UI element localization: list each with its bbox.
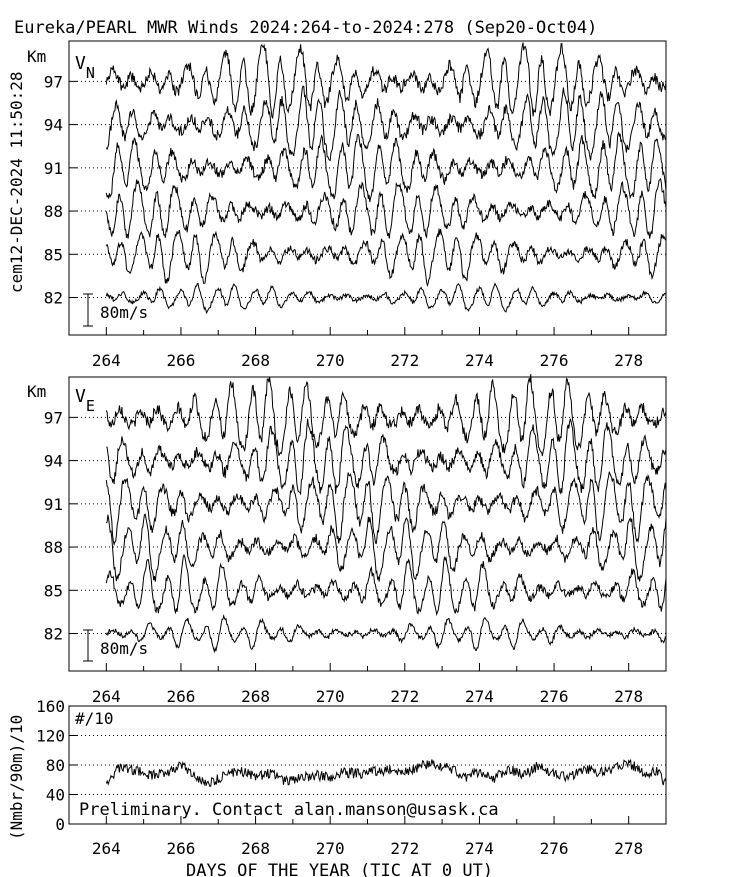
y-tick-label: 80 xyxy=(46,756,65,775)
panel-east: Km VE 82 85 88 91 94 97 80m/s 264 266 268 270 272… xyxy=(27,374,667,706)
y-tick-label: 160 xyxy=(36,697,65,716)
x-tick-label: 266 xyxy=(166,351,195,370)
wind-trace xyxy=(105,178,667,239)
x-tick-label: 268 xyxy=(241,351,270,370)
y-tick-label: 40 xyxy=(46,786,65,805)
panel-east-unit: Km xyxy=(27,382,46,401)
panel-north-unit: Km xyxy=(27,47,46,66)
panel-north-component-sub: N xyxy=(86,64,95,82)
x-tick-label: 264 xyxy=(92,839,121,858)
x-tick-label: 274 xyxy=(465,839,494,858)
wind-trace xyxy=(106,418,667,496)
y-tick-label: 120 xyxy=(36,727,65,746)
panel-counts-ylabel: (Nmbr/90m)/10 xyxy=(7,715,26,840)
x-tick-label: 270 xyxy=(316,351,345,370)
panel-north-component-letter: V xyxy=(75,53,86,74)
panel-east-yticks: 82 85 88 91 94 97 xyxy=(44,408,666,644)
wind-trace xyxy=(105,614,667,654)
panel-counts-yticks: 0 40 80 120 160 xyxy=(36,697,77,834)
wind-trace xyxy=(105,553,667,617)
wind-trace xyxy=(105,471,667,547)
x-tick-label: 268 xyxy=(241,687,270,706)
y-tick-label: 97 xyxy=(44,72,63,91)
panel-counts-label: #/10 xyxy=(75,709,114,728)
x-tick-label: 270 xyxy=(316,839,345,858)
figure-title: Eureka/PEARL MWR Winds 2024:264-to-2024:… xyxy=(14,18,597,38)
panel-counts-grid xyxy=(77,735,666,795)
panel-north: Km VN 82 85 88 91 94 97 80m/s 264 266 268 270 272… xyxy=(27,40,667,370)
wind-trace xyxy=(105,282,667,315)
x-axis-label: DAYS OF THE YEAR (TIC AT 0 UT) xyxy=(186,861,493,877)
y-tick-label: 94 xyxy=(44,452,63,471)
x-tick-label: 264 xyxy=(92,687,121,706)
panel-north-xticks: 264 266 268 270 272 274 276 278 xyxy=(68,327,667,370)
x-tick-label: 276 xyxy=(540,687,569,706)
x-tick-label: 278 xyxy=(614,839,643,858)
x-tick-label: 270 xyxy=(316,687,345,706)
x-tick-label: 272 xyxy=(390,839,419,858)
panel-north-traces xyxy=(105,42,667,315)
panel-east-traces xyxy=(105,374,667,654)
footer-note: Preliminary. Contact alan.manson@usask.c… xyxy=(79,800,499,820)
panel-east-component-sub: E xyxy=(86,397,95,415)
panel-north-scalebar: 80m/s xyxy=(83,293,148,327)
x-tick-label: 276 xyxy=(540,839,569,858)
y-tick-label: 82 xyxy=(44,289,63,308)
y-tick-label: 85 xyxy=(44,581,63,600)
y-tick-label: 88 xyxy=(44,538,63,557)
x-tick-label: 266 xyxy=(166,839,195,858)
x-tick-label: 266 xyxy=(166,687,195,706)
x-tick-label: 264 xyxy=(92,351,121,370)
panel-east-scalebar: 80m/s xyxy=(83,629,148,662)
x-tick-label: 278 xyxy=(614,351,643,370)
x-tick-label: 268 xyxy=(241,839,270,858)
x-tick-label: 272 xyxy=(390,351,419,370)
x-tick-label: 274 xyxy=(465,687,494,706)
y-tick-label: 91 xyxy=(44,159,63,178)
wind-trace xyxy=(105,42,667,120)
y-tick-label: 88 xyxy=(44,202,63,221)
y-tick-label: 97 xyxy=(44,408,63,427)
wind-trace xyxy=(105,228,667,288)
wind-trace xyxy=(105,374,667,457)
panel-east-component: VE xyxy=(75,386,95,415)
y-tick-label: 82 xyxy=(44,625,63,644)
panel-north-component: VN xyxy=(75,53,95,82)
y-tick-label: 85 xyxy=(44,245,63,264)
scalebar-label: 80m/s xyxy=(100,303,148,322)
x-tick-label: 278 xyxy=(614,687,643,706)
x-tick-label: 276 xyxy=(540,351,569,370)
y-tick-label: 91 xyxy=(44,495,63,514)
y-tick-label: 0 xyxy=(55,815,65,834)
panel-east-xticks: 264 266 268 270 272 274 276 278 xyxy=(68,663,667,706)
panel-counts-xticks: 264 266 268 270 272 274 276 278 xyxy=(68,816,667,858)
y-tick-label: 94 xyxy=(44,116,63,135)
x-tick-label: 274 xyxy=(465,351,494,370)
x-tick-label: 272 xyxy=(390,687,419,706)
wind-trace xyxy=(105,513,667,582)
panel-east-component-letter: V xyxy=(75,386,86,407)
wind-trace xyxy=(105,85,667,162)
panel-north-yticks: 82 85 88 91 94 97 xyxy=(44,72,666,308)
side-label: cem12-DEC-2024 11:50:28 xyxy=(7,71,26,293)
panel-counts: (Nmbr/90m)/10 #/10 0 40 80 120 160 Prelimina… xyxy=(7,697,667,858)
panel-counts-line xyxy=(105,759,667,788)
scalebar-label: 80m/s xyxy=(100,639,148,658)
wind-trace xyxy=(105,131,667,203)
